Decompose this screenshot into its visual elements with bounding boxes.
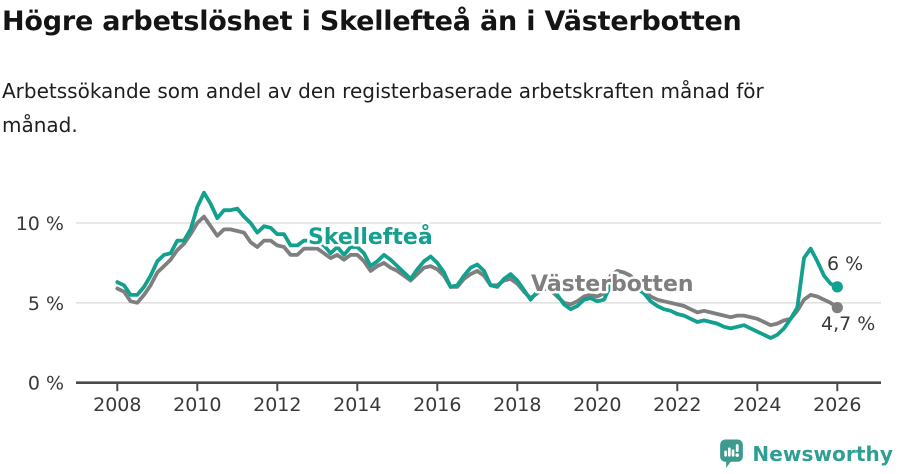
logo-bar-1: [724, 450, 728, 457]
chart-title: Högre arbetslöshet i Skellefteå än i Väs…: [2, 6, 742, 37]
x-axis-label-2020: 2020: [573, 394, 621, 416]
series-line-vasterbotten: [115, 214, 840, 328]
x-axis-label-2026: 2026: [813, 394, 861, 416]
brand-name: Newsworthy: [752, 442, 893, 466]
series-label-skelleftea: Skellefteå: [308, 224, 433, 250]
x-axis-label-2016: 2016: [413, 394, 461, 416]
x-axis-label-2018: 2018: [493, 394, 541, 416]
footer-brand: Newsworthy: [719, 439, 893, 469]
logo-bubble-shape: [720, 439, 744, 468]
logo-bar-2: [728, 447, 732, 457]
end-value-label-vasterbotten: 4,7 %: [821, 313, 875, 335]
chart-subtitle: Arbetssökande som andel av den registerb…: [2, 79, 764, 137]
logo-exclamation-dot: [735, 453, 740, 457]
series-label-vasterbotten: Västerbotten: [531, 272, 694, 297]
x-axis-label-2010: 2010: [173, 394, 221, 416]
y-axis-label-10: 10 %: [16, 213, 64, 235]
logo-exclamation-stem: [736, 444, 740, 453]
x-axis-label-2024: 2024: [733, 394, 781, 416]
series-line-skelleftea: [115, 190, 840, 340]
x-axis-label-2014: 2014: [333, 394, 381, 416]
series-end-dot-skelleftea: [831, 281, 843, 293]
y-axis-label-5: 5 %: [28, 293, 64, 315]
x-axis-label-2012: 2012: [253, 394, 301, 416]
x-axis-label-2022: 2022: [653, 394, 701, 416]
end-value-label-skelleftea: 6 %: [827, 253, 863, 275]
x-axis-label-2008: 2008: [93, 394, 141, 416]
series-end-dot-vasterbotten: [831, 302, 843, 314]
unemployment-line-chart: 0 % 5 % 10 % 2008 2010 2012 2014 2016 2018 2020 20…: [16, 190, 881, 416]
logo-bar-3: [732, 449, 735, 457]
newsworthy-logo-icon: [720, 439, 744, 468]
y-axis-label-0: 0 %: [28, 373, 64, 395]
